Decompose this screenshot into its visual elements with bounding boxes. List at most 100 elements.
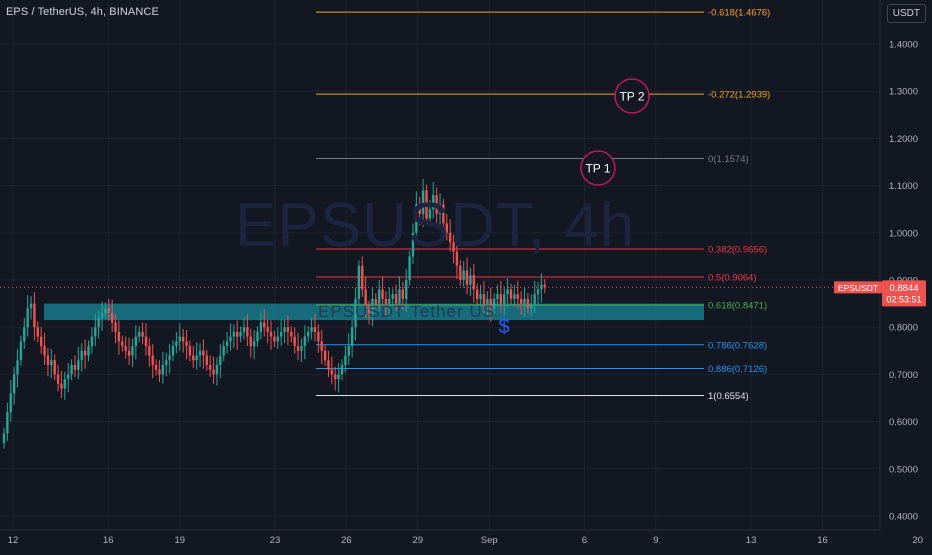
candle: [36, 321, 39, 343]
candle-body: [398, 289, 401, 304]
candle-body: [509, 289, 513, 299]
candle-body: [252, 341, 256, 347]
candle-body: [408, 256, 411, 280]
candle: [100, 301, 104, 331]
candle-body: [229, 336, 232, 342]
candle: [259, 313, 263, 340]
candle-body: [496, 294, 499, 299]
candle: [374, 293, 377, 310]
candle-body: [124, 346, 127, 351]
candle-body: [334, 374, 337, 380]
candle: [506, 278, 509, 308]
currency-button[interactable]: USDT: [886, 4, 926, 23]
candle-body: [401, 289, 405, 299]
candle-body: [97, 317, 100, 328]
candle-body: [486, 298, 489, 304]
candle-body: [279, 331, 283, 337]
countdown-label: 02:53:51: [886, 294, 921, 304]
support-zone: [44, 303, 704, 321]
candle-body: [472, 275, 476, 290]
candle-body: [503, 294, 506, 304]
candle-body: [445, 223, 448, 233]
candle-body: [269, 331, 273, 337]
candle: [60, 370, 63, 398]
candle: [181, 329, 185, 353]
candle-body: [225, 341, 229, 347]
candle: [70, 359, 73, 381]
candle-body: [411, 232, 415, 257]
candle-body: [476, 289, 479, 299]
x-tick-label: 6: [582, 535, 587, 546]
candle: [394, 284, 398, 312]
x-tick-label: 29: [413, 535, 424, 546]
candle: [219, 344, 222, 379]
candle: [455, 240, 459, 280]
support-zone-rect[interactable]: [44, 303, 704, 321]
candle-body: [290, 331, 293, 337]
candle-body: [46, 355, 50, 365]
candle: [104, 302, 107, 319]
candle: [225, 331, 229, 354]
candle-body: [266, 327, 269, 332]
candle-body: [526, 298, 530, 309]
candle: [340, 359, 344, 381]
candle-body: [104, 308, 107, 314]
candle: [273, 330, 276, 348]
candle-body: [513, 294, 516, 299]
fib-level-label: 1(0.6554): [708, 391, 749, 402]
candle-body: [144, 336, 148, 347]
candle: [516, 280, 519, 309]
candle-body: [63, 379, 67, 389]
candle: [263, 309, 266, 337]
candle-body: [327, 360, 330, 370]
candle-body: [29, 303, 33, 309]
fib-level-label: 0.618(0.8471): [708, 300, 767, 311]
tp-marker[interactable]: TP 2: [614, 78, 650, 114]
candle: [56, 364, 60, 392]
candle-body: [56, 374, 60, 384]
candle: [279, 318, 283, 347]
candle: [53, 354, 56, 381]
candle-body: [205, 355, 208, 365]
candle: [540, 273, 543, 303]
tp-label: TP 1: [585, 162, 610, 176]
candle: [29, 296, 33, 320]
annotations: TP 2 TP 1 $: [0, 78, 880, 338]
candle-body: [110, 313, 114, 323]
candle: [252, 330, 256, 360]
candle: [87, 340, 90, 362]
candle: [131, 338, 134, 367]
candle-body: [212, 369, 215, 375]
candle-body: [421, 190, 425, 214]
time-axis[interactable]: [0, 530, 932, 550]
candle-body: [489, 298, 492, 309]
fib-level-label: 0(1.1574): [708, 154, 749, 165]
tp-marker[interactable]: TP 1: [580, 150, 616, 186]
candle-body: [479, 294, 482, 299]
candle: [290, 326, 293, 343]
dollar-annotation[interactable]: $: [498, 316, 509, 338]
candle: [479, 284, 482, 307]
candle: [526, 293, 530, 314]
candle: [67, 363, 70, 393]
candle: [377, 280, 381, 312]
symbol-title[interactable]: EPS / TetherUS, 4h, BINANCE: [6, 6, 159, 18]
candle: [513, 284, 516, 307]
candle: [425, 184, 428, 225]
candle-body: [388, 298, 391, 304]
candle: [107, 298, 110, 321]
x-tick-label: 16: [103, 535, 114, 546]
candles: [2, 178, 546, 449]
x-tick-label: 16: [817, 535, 828, 546]
price-axis[interactable]: [880, 0, 932, 550]
candle: [330, 356, 334, 384]
candle-body: [232, 331, 236, 337]
candle-body: [533, 294, 536, 304]
candle: [175, 331, 178, 354]
candle-body: [60, 383, 63, 389]
candle: [208, 355, 212, 378]
candle-body: [438, 204, 442, 214]
candle: [323, 345, 327, 366]
